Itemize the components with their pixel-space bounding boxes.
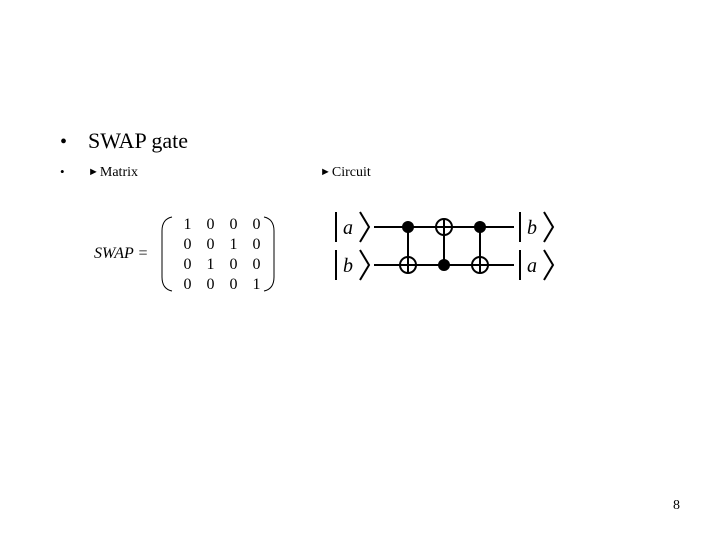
sub-matrix-label: Matrix [100,165,138,180]
matrix-figure: SWAP =1000001001000001 [94,209,320,309]
svg-text:0: 0 [184,276,192,293]
svg-text:0: 0 [253,256,261,273]
svg-text:a: a [527,255,537,277]
svg-text:0: 0 [207,236,215,253]
figures-row: SWAP =1000001001000001 abba [60,209,660,309]
svg-text:1: 1 [253,276,261,293]
svg-text:0: 0 [253,236,261,253]
svg-text:0: 0 [207,216,215,233]
svg-text:0: 0 [184,236,192,253]
page-number: 8 [673,498,680,514]
svg-text:0: 0 [253,216,261,233]
svg-text:0: 0 [184,256,192,273]
title-text: SWAP gate [88,128,188,154]
triangle-icon: ► [320,166,331,178]
sub-row: • ►Matrix ►Circuit [60,164,660,181]
circuit-svg: abba [320,209,570,289]
svg-text:b: b [343,255,353,277]
svg-text:1: 1 [230,236,238,253]
svg-text:1: 1 [207,256,215,273]
svg-text:b: b [527,217,537,239]
svg-text:1: 1 [184,216,192,233]
bullet-level1: • [60,131,88,154]
matrix-svg: SWAP =1000001001000001 [94,209,294,309]
title-row: • SWAP gate [60,128,660,154]
sub-matrix: ►Matrix [88,165,320,181]
svg-text:SWAP =: SWAP = [94,245,148,262]
sub-circuit: ►Circuit [320,165,371,181]
svg-text:0: 0 [230,256,238,273]
svg-text:0: 0 [230,216,238,233]
svg-text:0: 0 [230,276,238,293]
svg-text:a: a [343,217,353,239]
circuit-figure: abba [320,209,600,289]
bullet-level2: • [60,164,88,180]
slide-content: • SWAP gate • ►Matrix ►Circuit SWAP =100… [60,128,660,309]
sub-circuit-label: Circuit [332,165,371,180]
svg-text:0: 0 [207,276,215,293]
triangle-icon: ► [88,166,99,178]
